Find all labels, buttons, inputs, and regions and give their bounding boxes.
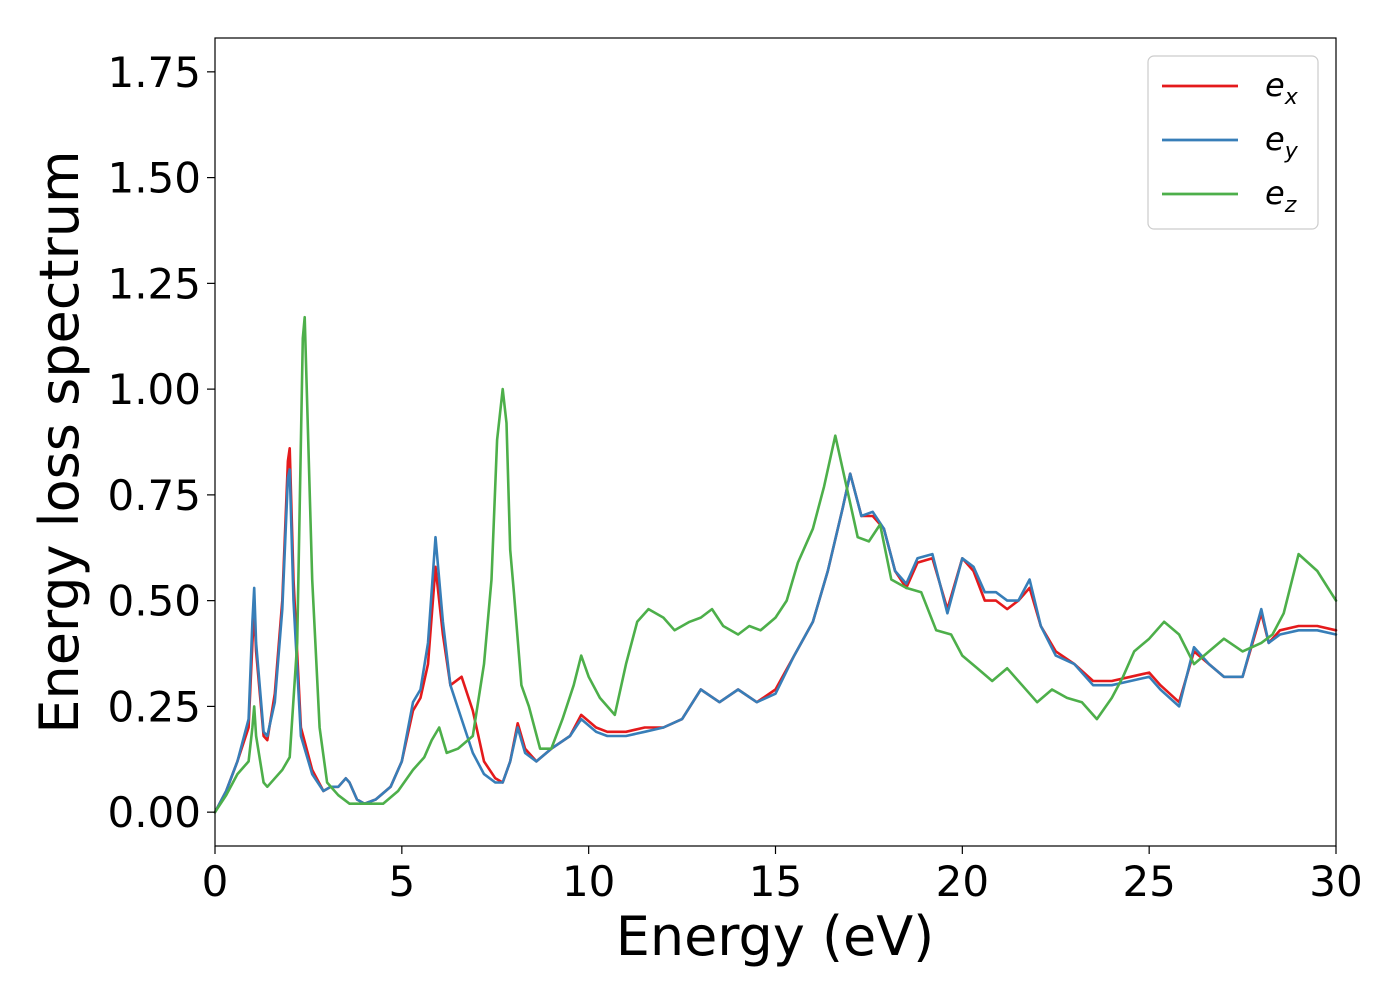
- plot-lines: [213, 315, 1338, 814]
- x-axis-label: Energy (eV): [616, 905, 935, 968]
- x-tick-label: 5: [388, 857, 415, 906]
- x-tick-label: 15: [749, 857, 802, 906]
- y-tick-label: 0.50: [107, 577, 201, 626]
- y-tick-label: 1.75: [107, 48, 201, 97]
- y-tick-label: 0.00: [107, 788, 201, 837]
- y-tick-label: 1.50: [107, 154, 201, 203]
- x-tick-label: 0: [202, 857, 229, 906]
- y-tick-label: 1.00: [107, 365, 201, 414]
- series-line-z: [213, 315, 1338, 814]
- x-tick-label: 20: [936, 857, 989, 906]
- x-tick-label: 25: [1122, 857, 1175, 906]
- x-axis: 0 5 10 15 20 25 30: [202, 846, 1363, 906]
- y-axis-label: Energy loss spectrum: [28, 150, 91, 733]
- legend-label-y: ey: [1265, 120, 1299, 164]
- y-tick-label: 0.25: [107, 682, 201, 731]
- legend-label-x: ex: [1265, 66, 1299, 110]
- x-tick-label: 30: [1309, 857, 1362, 906]
- x-tick-label: 10: [562, 857, 615, 906]
- y-tick-label: 1.25: [107, 259, 201, 308]
- y-axis: 0.00 0.25 0.50 0.75 1.00 1.25 1.50 1.75: [107, 48, 215, 837]
- y-tick-label: 0.75: [107, 471, 201, 520]
- series-line-y: [213, 468, 1338, 814]
- legend-box: [1147, 55, 1319, 230]
- series-line-x: [213, 447, 1338, 814]
- legend-label-z: ez: [1265, 174, 1297, 218]
- legend: ex ey ez: [1147, 55, 1319, 230]
